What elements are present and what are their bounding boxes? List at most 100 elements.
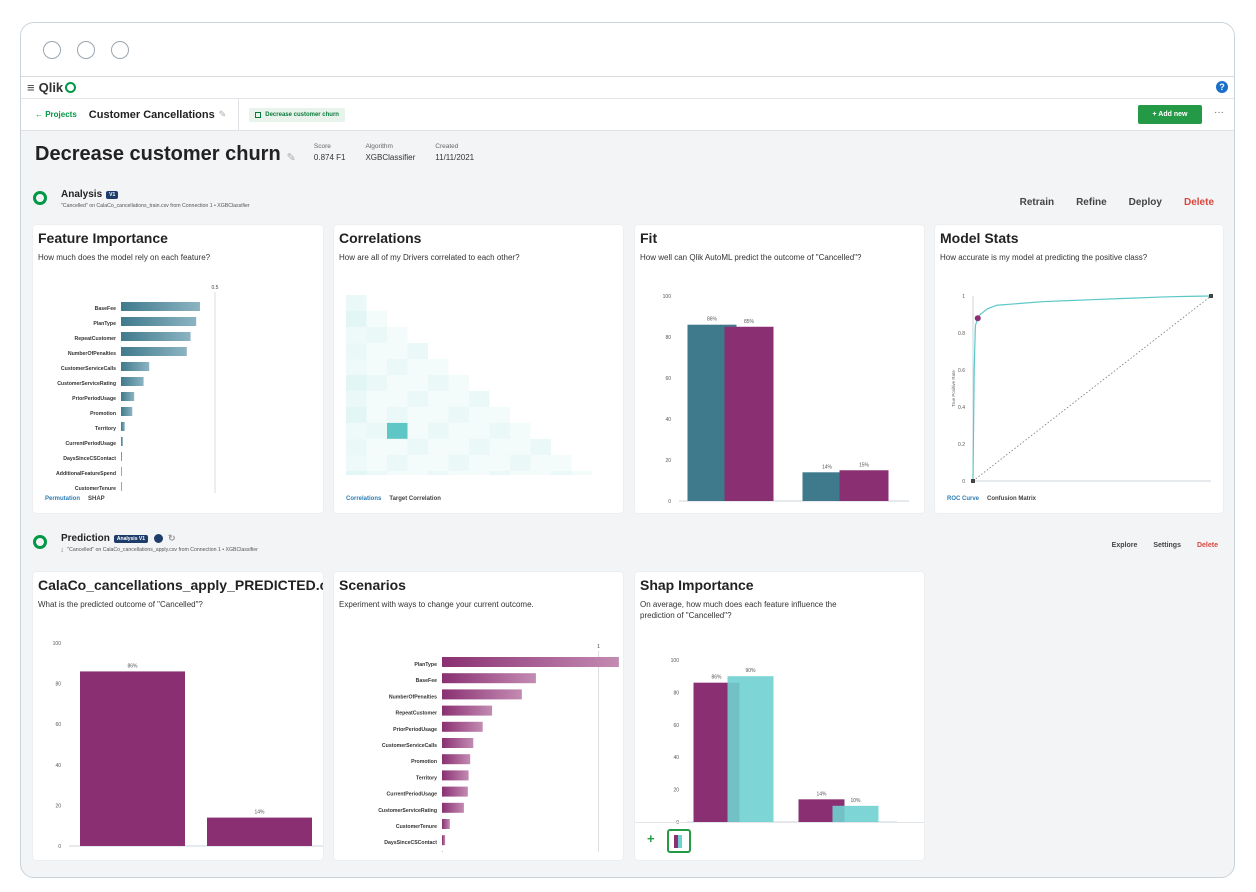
heatmap-cell <box>469 422 490 439</box>
bar <box>442 657 619 667</box>
tab-roc-curve[interactable]: ROC Curve <box>947 496 980 502</box>
heatmap-cell <box>387 470 408 475</box>
edit-project-pencil-icon[interactable]: ✎ <box>218 109 227 119</box>
explore-button[interactable]: Explore <box>1111 542 1138 549</box>
app-window: ≡ Qlik ? ← Projects Customer Cancellatio… <box>20 22 1235 878</box>
card-subtitle: What is the predicted outcome of "Cancel… <box>38 600 203 609</box>
deploy-button[interactable]: Deploy <box>1128 197 1162 208</box>
tab-shap[interactable]: SHAP <box>88 496 105 502</box>
heatmap-cell <box>366 422 387 439</box>
heatmap-cell <box>407 454 428 471</box>
bar <box>121 317 197 326</box>
y-tick-label: 100 <box>671 658 680 664</box>
heatmap-cell <box>448 438 469 455</box>
bar <box>121 377 144 386</box>
card-title: Correlations <box>339 230 422 246</box>
bar <box>442 786 468 797</box>
refresh-icon[interactable]: ↻ <box>167 533 176 543</box>
settings-button[interactable]: Settings <box>1153 542 1181 549</box>
card-title: Scenarios <box>339 577 406 593</box>
analysis-actions: Retrain Refine Deploy Delete <box>1020 197 1214 208</box>
menu-icon[interactable]: ≡ <box>27 80 35 95</box>
y-tick-label: 40 <box>673 755 679 761</box>
bar-category-label: CustomerServiceCalls <box>382 743 437 749</box>
help-icon[interactable]: ? <box>1216 81 1228 93</box>
heatmap-cell <box>346 358 367 375</box>
bar-category-label: CurrentPeriodUsage <box>66 441 117 447</box>
shap-importance-chart: 020406080100N86%90%Y14%10% <box>671 658 897 824</box>
card-subtitle: Experiment with ways to change your curr… <box>339 600 534 609</box>
delete-analysis-button[interactable]: Delete <box>1183 197 1214 208</box>
delete-prediction-button[interactable]: Delete <box>1196 542 1218 549</box>
heatmap-cell <box>407 374 428 391</box>
add-chart-button[interactable]: + <box>647 831 655 846</box>
bar <box>442 802 464 813</box>
correlations-card: Correlations How are all of my Drivers c… <box>334 225 623 513</box>
bar <box>442 738 474 748</box>
window-control-maximize[interactable] <box>111 41 129 59</box>
y-tick-label: 40 <box>665 417 671 423</box>
add-new-button[interactable]: + Add new <box>1138 105 1202 124</box>
download-icon[interactable]: ⤓ <box>61 547 64 553</box>
bar-chart-selector-icon[interactable] <box>667 829 691 853</box>
heatmap-cell <box>510 422 531 439</box>
tab-permutation[interactable]: Permutation <box>45 496 81 502</box>
bar <box>121 452 122 461</box>
y-tick-label: 80 <box>665 335 671 341</box>
bar-chart-icon-bar-1 <box>674 835 678 848</box>
tab-label: Decrease customer churn <box>265 111 339 118</box>
meta-key: Algorithm <box>365 143 393 150</box>
meta-score: Score 0.874 F1 <box>314 143 346 162</box>
meta-algorithm: Algorithm XGBClassifier <box>365 143 415 162</box>
bar-category-label: Territory <box>95 426 116 432</box>
window-control-minimize[interactable] <box>77 41 95 59</box>
bar-value-label: 86% <box>127 663 138 669</box>
meta-value: 0.874 F1 <box>313 153 346 162</box>
feature-importance-chart: 0.5 BaseFee PlanType RepeatCustomer NumberOf… <box>56 285 219 493</box>
bar-category-label: AdditionalFeatureSpend <box>56 471 116 477</box>
card-title: Shap Importance <box>640 577 754 593</box>
y-tick-label: 20 <box>55 803 61 809</box>
bar <box>442 673 536 684</box>
refine-button[interactable]: Refine <box>1076 197 1107 208</box>
tab-confusion-matrix[interactable]: Confusion Matrix <box>987 496 1037 502</box>
heatmap-cell <box>346 310 367 327</box>
bar <box>121 362 150 371</box>
qlik-logo[interactable]: Qlik <box>39 80 77 95</box>
heatmap-cell <box>428 406 449 423</box>
heatmap-cell <box>489 454 510 471</box>
back-to-projects-link[interactable]: ← Projects <box>35 110 77 119</box>
meta-value: 11/11/2021 <box>435 153 475 162</box>
heatmap-cell <box>366 342 387 359</box>
bar-category-label: BaseFee <box>416 678 437 684</box>
analysis-title: Analysis V1 <box>61 189 250 200</box>
tab-target-correlation[interactable]: Target Correlation <box>389 496 441 502</box>
shap-importance-card: Shap Importance On average, how much doe… <box>635 572 924 860</box>
y-tick-label: 0 <box>962 479 965 485</box>
edit-title-pencil-icon[interactable]: ✎ <box>286 152 296 164</box>
tab-decrease-customer-churn[interactable]: Decrease customer churn <box>249 107 345 122</box>
subtitle-line-1: On average, how much does each feature i… <box>640 600 837 609</box>
prediction-subtitle: "Cancelled" on CalaCo_cancellations_appl… <box>67 547 258 553</box>
schedule-clock-icon[interactable] <box>153 534 163 543</box>
nav-divider <box>238 98 240 131</box>
heatmap-cell <box>448 390 469 407</box>
bar <box>121 422 125 431</box>
bar-category-label: RepeatCustomer <box>74 336 116 342</box>
meta-value: XGBClassifier <box>365 153 416 162</box>
bar <box>442 721 483 732</box>
fit-card: Fit How well can Qlik AutoML predict the… <box>635 225 924 513</box>
page-title: Decrease customer churn <box>35 143 281 165</box>
heatmap-cell <box>489 438 510 455</box>
more-options-icon[interactable]: ··· <box>1214 107 1224 118</box>
correlation-heatmap <box>346 295 592 475</box>
window-control-close[interactable] <box>43 41 61 59</box>
tab-correlations[interactable]: Correlations <box>346 496 382 502</box>
retrain-button[interactable]: Retrain <box>1019 197 1055 208</box>
heatmap-cell <box>346 470 367 475</box>
heatmap-cell <box>530 438 551 455</box>
card-subtitle: How accurate is my model at predicting t… <box>940 253 1148 262</box>
bar-category-label: Territory <box>416 775 437 781</box>
heatmap-cell <box>448 406 469 423</box>
y-tick-label: 20 <box>665 458 671 464</box>
